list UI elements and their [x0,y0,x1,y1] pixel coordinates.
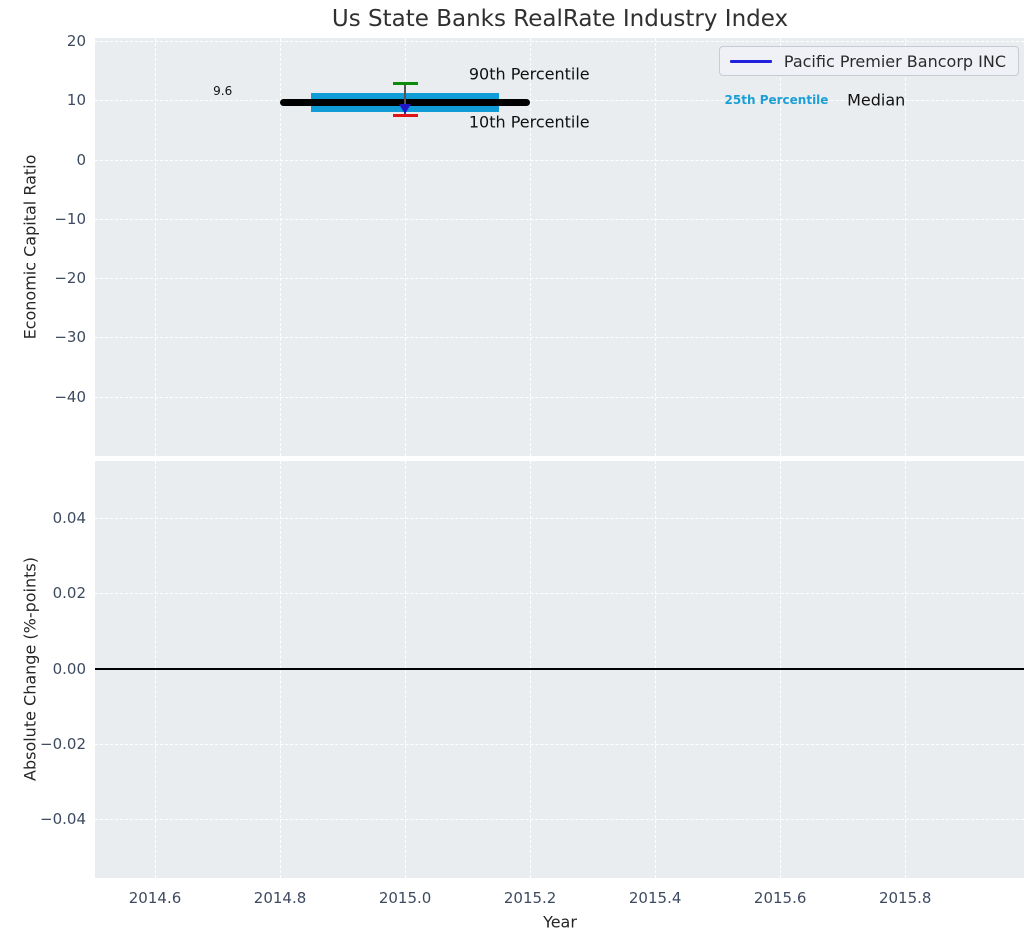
y-tick-label: −10 [54,209,86,228]
percentile-whisker-line [404,83,407,116]
y-tick-label: −40 [54,387,86,406]
x-tick-label: 2015.0 [378,889,432,907]
gridline-horizontal [95,159,1024,161]
legend-label: Pacific Premier Bancorp INC [783,51,1006,71]
annotation-25th-percentile: 25th Percentile [724,93,829,108]
gridline-horizontal [95,818,1024,820]
annotation-90th-percentile: 90th Percentile [468,64,590,84]
annotation-median: Median [847,90,906,110]
x-axis-label: Year [543,912,577,932]
y-axis-label-top: Economic Capital Ratio [20,154,40,340]
y-tick-label: 0.02 [52,584,86,603]
gridline-horizontal [95,593,1024,595]
annotation-10th-percentile: 10th Percentile [468,112,590,132]
y-axis-label-bottom: Absolute Change (%-points) [20,557,40,781]
annotation-9-6: 9.6 [213,84,233,99]
bottom-subplot: 0.04 0.02 0.00 −0.02 −0.04 2014.6 2014.8 2015.0… [40,461,1024,907]
top-subplot: Pacific Premier Bancorp INC 20 10 0 −10 −20 −… [54,32,1024,456]
y-tick-label: 0.04 [52,509,86,528]
gridline-vertical [405,38,407,456]
gridline-horizontal [95,218,1024,220]
gridline-vertical [655,38,657,456]
y-tick-label: 10 [66,91,86,110]
y-tick-label: 0.00 [52,659,86,678]
gridline-horizontal [95,100,1024,102]
gridline-horizontal [95,40,1024,42]
x-tick-label: 2014.6 [128,889,182,907]
gridline-horizontal [95,518,1024,520]
legend: Pacific Premier Bancorp INC [718,46,1019,76]
gridline-vertical [780,38,782,456]
y-tick-label: −30 [54,328,86,347]
legend-line-sample [729,59,772,63]
gridline-vertical [280,38,282,456]
y-tick-label: 20 [66,31,86,50]
gridline-vertical [155,38,157,456]
company-marker [398,104,411,115]
x-tick-label: 2015.6 [753,889,807,907]
gridline-horizontal [95,396,1024,398]
y-tick-label: 0 [76,150,86,169]
chart-title: Us State Banks RealRate Industry Index [331,6,789,32]
x-tick-label: 2015.8 [878,889,932,907]
x-tick-label: 2014.8 [253,889,307,907]
percentile-whisker-cap-high [392,82,418,86]
zero-line [95,667,1024,670]
y-tick-label: −0.04 [40,809,86,828]
percentile-whisker-cap-low [392,113,418,117]
x-tick-label: 2015.4 [628,889,682,907]
gridline-horizontal [95,278,1024,280]
y-tick-label: −20 [54,269,86,288]
gridline-horizontal [95,743,1024,745]
x-tick-label: 2015.2 [503,889,557,907]
gridline-vertical [530,38,532,456]
gridline-horizontal [95,337,1024,339]
y-tick-label: −0.02 [40,734,86,753]
gridline-vertical [905,38,907,456]
